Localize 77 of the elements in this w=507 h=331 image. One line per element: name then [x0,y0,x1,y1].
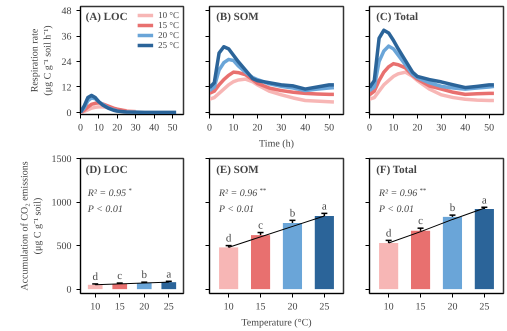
legend-label: 25 °C [158,40,179,50]
text: (D) LOC [86,164,128,176]
annotation: b [450,202,456,214]
bar [282,222,302,290]
x-tick-label: 50 [167,122,178,134]
y-tick-label: 12 [62,82,72,94]
x-tick-label: 0 [78,122,83,134]
annotation: b [290,207,296,220]
x-tick-label: 20 [139,302,150,312]
x-tick-label: 15 [114,302,125,312]
y-axis-title: Respiration rate (μg C g⁻¹ soil h⁻¹) [29,25,54,96]
annotation: P < 0.01 [218,204,254,216]
y-tick-label: 36 [62,32,72,43]
annotation: c [117,270,122,282]
annotation: a [322,200,327,212]
annotation: d [226,232,232,245]
y-tick-label: 24 [62,57,72,68]
y-tick-label: 0 [66,284,72,296]
annotation: a [482,194,487,206]
annotation: c [258,220,264,232]
y-tick-label: 1500 [52,154,72,165]
x-tick-label: 40 [149,122,160,134]
x-tick-label: 10 [224,302,234,312]
bar [219,247,238,290]
y-tick-label: 1000 [52,198,72,209]
x-tick-label: 30 [276,122,286,134]
x-tick-label: 20 [112,122,122,134]
y-tick-label: 0 [66,108,72,119]
bar [379,242,398,290]
x-axis-title: Time (h) [259,138,294,150]
bar [410,230,430,290]
x-tick-label: 0 [367,122,372,134]
x-tick-label: 0 [207,122,212,134]
chart-title: (C) Total [376,10,418,23]
x-tick-label: 10 [94,122,104,134]
annotation: a [166,268,172,280]
annotation: c [418,215,424,228]
x-tick-label: 25 [164,302,174,312]
x-tick-label: 40 [300,122,310,134]
bar [442,216,462,290]
x-tick-label: 20 [412,122,422,134]
annotation: d [92,270,98,283]
legend-label: 15 °C [158,20,179,30]
chart-title: (A) LOC [86,10,128,23]
x-tick-label: 40 [460,122,470,134]
annotation: d [386,227,392,240]
x-tick-label: 50 [484,122,494,134]
x-tick-label: 15 [256,302,266,312]
annotation: b [142,269,148,282]
x-tick-label: 20 [252,122,262,134]
y-tick-label: 500 [56,241,72,252]
line-series [80,94,178,114]
bar [474,209,494,290]
x-tick-label: 30 [436,122,446,134]
x-tick-label: 20 [287,302,298,312]
y-tick-label: 48 [62,6,72,18]
x-tick-label: 30 [130,122,141,134]
x-tick-label: 25 [479,302,490,312]
legend-label: 10 °C [158,10,179,20]
annotation: P < 0.01 [86,204,123,216]
x-axis-title: Temperature (°C) [241,318,312,328]
annotation: P < 0.01 [378,204,414,216]
legend-label: 20 °C [158,30,179,40]
x-tick-label: 20 [447,302,458,312]
text: (F) Total [376,164,417,176]
text: (E) SOM [216,164,260,176]
x-tick-label: 10 [90,302,100,312]
bar [250,235,270,290]
x-tick-label: 25 [319,302,330,312]
y-axis-title: Accumulation of CO₂ emissions (μg C g⁻¹ soil) [19,161,44,291]
x-tick-label: 10 [388,122,398,134]
x-tick-label: 50 [324,122,334,134]
chart-title: (B) SOM [216,10,260,23]
x-tick-label: 10 [384,302,394,312]
x-tick-label: 15 [416,302,426,312]
x-tick-label: 10 [228,122,238,134]
bar [314,216,334,290]
